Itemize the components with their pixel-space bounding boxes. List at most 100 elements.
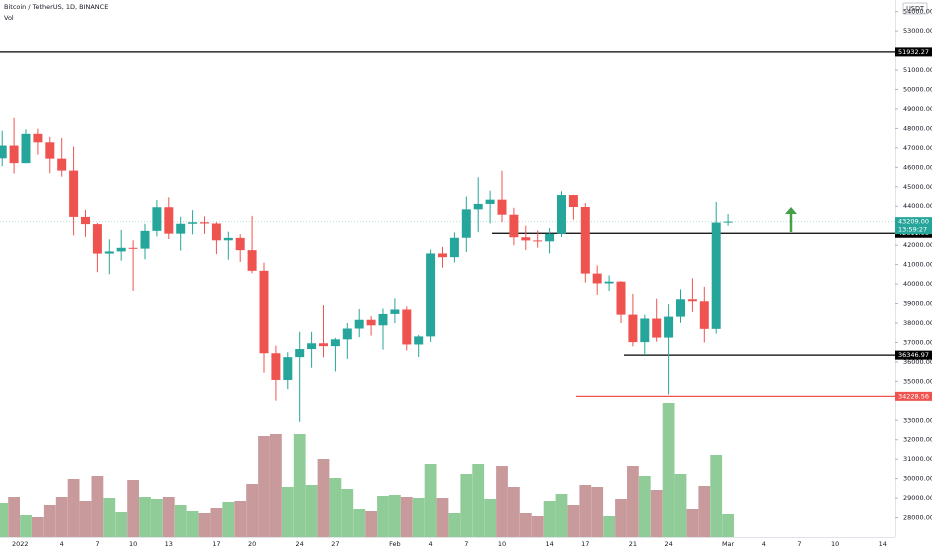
volume-bar bbox=[674, 474, 687, 537]
y-tick-label: 50000.00 bbox=[903, 86, 932, 94]
volume-bar bbox=[55, 497, 68, 537]
candle-body bbox=[69, 170, 79, 217]
y-tick-label: 40000.00 bbox=[903, 280, 932, 288]
candle-body bbox=[438, 253, 447, 258]
candle-body bbox=[723, 221, 733, 223]
y-tick-label: 32000.00 bbox=[903, 436, 932, 444]
volume-bar bbox=[162, 497, 175, 537]
candle-body bbox=[378, 313, 388, 326]
candle-body bbox=[140, 230, 150, 249]
candle-body bbox=[497, 199, 507, 215]
y-tick-label: 51000.00 bbox=[903, 66, 932, 74]
y-tick-label: 42000.00 bbox=[903, 241, 932, 249]
volume-bar bbox=[198, 513, 211, 537]
y-tick-label: 53000.00 bbox=[903, 27, 932, 35]
candle-body bbox=[640, 318, 650, 343]
x-tick-label: 7 bbox=[95, 540, 99, 548]
y-tick-label: 46000.00 bbox=[903, 163, 932, 171]
volume-bar bbox=[127, 480, 139, 537]
candle-body bbox=[57, 158, 67, 171]
countdown-label: 13:59:27 bbox=[898, 226, 927, 234]
x-tick-label: 4 bbox=[60, 540, 64, 548]
volume-bar bbox=[43, 505, 56, 537]
level-label: 51932.27 bbox=[898, 48, 929, 56]
y-tick-label: 44000.00 bbox=[903, 202, 932, 210]
arrow-up bbox=[785, 207, 797, 232]
candle-body bbox=[473, 203, 483, 210]
x-tick-label: 2022 bbox=[12, 540, 29, 548]
volume-bar bbox=[317, 459, 330, 537]
volume-bar bbox=[103, 498, 116, 537]
candle-body bbox=[9, 145, 19, 164]
candle-body bbox=[414, 336, 424, 345]
candle-body bbox=[307, 343, 317, 350]
candle-body bbox=[81, 216, 90, 225]
volume-bar bbox=[32, 517, 44, 537]
candle-body bbox=[485, 199, 495, 204]
volume-bar bbox=[174, 505, 187, 537]
volume-bar bbox=[508, 487, 520, 537]
candle-body bbox=[330, 339, 340, 347]
candle-body bbox=[699, 301, 709, 329]
volume-bar bbox=[698, 486, 711, 537]
volume-bar bbox=[281, 487, 294, 537]
candle-body bbox=[568, 195, 578, 207]
level-label: 34228.56 bbox=[898, 392, 929, 400]
candle-body bbox=[116, 247, 126, 252]
x-tick-label: 10 bbox=[831, 540, 839, 548]
y-tick-label: 35000.00 bbox=[903, 377, 932, 385]
volume-bar bbox=[91, 476, 104, 537]
volume-bar bbox=[591, 487, 604, 537]
volume-bar bbox=[638, 476, 651, 537]
candle-body bbox=[152, 207, 162, 231]
volume-bar bbox=[222, 502, 235, 537]
candle-body bbox=[604, 281, 614, 284]
currency-box[interactable] bbox=[902, 2, 928, 15]
volume-bar bbox=[151, 499, 163, 537]
volume-bar bbox=[412, 498, 425, 537]
x-tick-label: 7 bbox=[464, 540, 468, 548]
volume-bar bbox=[722, 514, 734, 537]
y-tick-label: 30000.00 bbox=[903, 475, 932, 483]
candle-body bbox=[188, 222, 198, 224]
level-label: 36346.97 bbox=[898, 351, 929, 359]
x-tick-label: 4 bbox=[429, 540, 433, 548]
x-tick-label: 24 bbox=[296, 540, 304, 548]
volume-bar bbox=[20, 515, 32, 537]
candle-body bbox=[664, 316, 674, 338]
candle-body bbox=[687, 299, 697, 302]
volume-bar bbox=[650, 490, 663, 537]
x-tick-label: 24 bbox=[664, 540, 672, 548]
volume-bar bbox=[79, 501, 92, 537]
volume-bar bbox=[519, 513, 532, 537]
y-tick-label: 41000.00 bbox=[903, 261, 932, 269]
x-tick-label: Feb bbox=[389, 540, 401, 548]
volume-bar bbox=[305, 485, 318, 537]
x-tick-label: 10 bbox=[129, 540, 137, 548]
volume-bar bbox=[472, 464, 485, 537]
volume-bar bbox=[543, 501, 556, 537]
volume-bar bbox=[329, 478, 342, 537]
candle-body bbox=[521, 237, 531, 241]
y-tick-label: 36000.00 bbox=[903, 358, 932, 366]
candle-body bbox=[342, 328, 352, 340]
y-tick-label: 28000.00 bbox=[903, 514, 932, 522]
candle-body bbox=[449, 237, 459, 258]
candle-body bbox=[319, 343, 328, 347]
candle-body bbox=[652, 318, 662, 338]
candle-body bbox=[509, 214, 519, 238]
candle-body bbox=[557, 195, 566, 234]
x-tick-label: 13 bbox=[165, 540, 173, 548]
volume-bar bbox=[603, 516, 615, 537]
candle-body bbox=[676, 299, 685, 317]
x-tick-label: 14 bbox=[545, 540, 553, 548]
candle-body bbox=[628, 314, 638, 343]
candle-body bbox=[21, 133, 31, 164]
candle-body bbox=[402, 309, 412, 345]
volume-bar bbox=[139, 497, 151, 537]
candle-body bbox=[283, 357, 293, 380]
x-tick-label: 27 bbox=[331, 540, 339, 548]
candle-body bbox=[545, 233, 555, 242]
candle-body bbox=[711, 222, 721, 329]
candle-body bbox=[390, 309, 400, 314]
